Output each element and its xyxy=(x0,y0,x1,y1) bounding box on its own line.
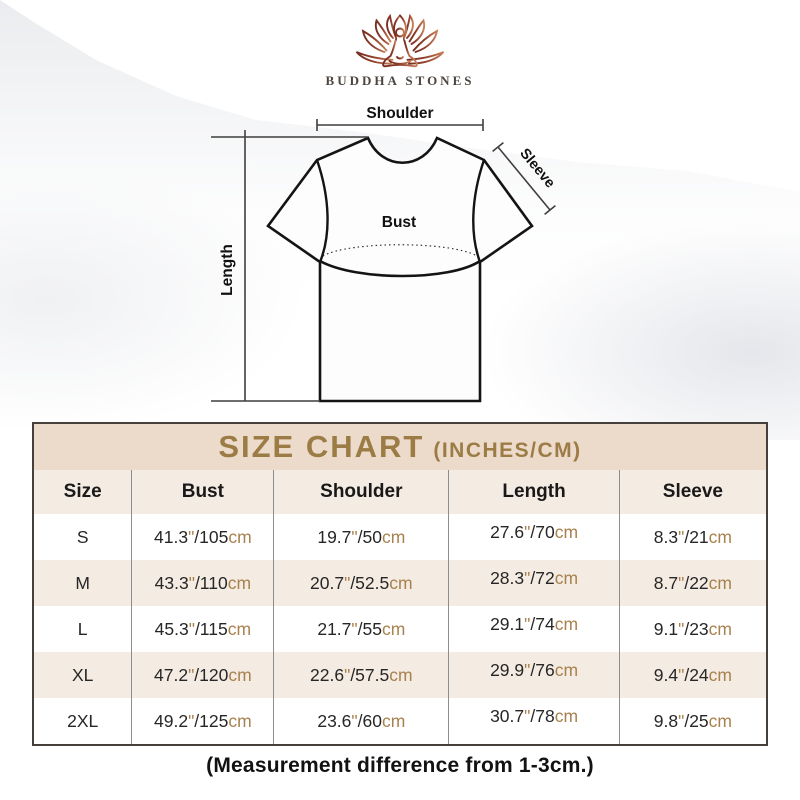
sleeve-measurement-cell: 9.8"/25cm xyxy=(618,698,766,744)
length-dimension-line xyxy=(211,130,368,402)
table-row: L 45.3"/115cm 21.7"/55cm 29.1"/74cm 9.1"/23c… xyxy=(34,606,766,652)
diagram-sleeve-label: Sleeve xyxy=(516,146,558,192)
tshirt-measurement-diagram: Shoulder Bust Length Sleeve xyxy=(211,105,558,403)
diagram-length-label: Length xyxy=(219,244,236,296)
length-measurement-cell: 30.7"/78cm xyxy=(448,698,619,744)
table-row: S 41.3"/105cm 19.7"/50cm 27.6"/70cm 8.3"/21c… xyxy=(34,514,766,560)
lotus-petals xyxy=(355,13,445,65)
diagram-shoulder-label: Shoulder xyxy=(366,105,433,122)
size-cell: L xyxy=(77,619,88,639)
background-wash xyxy=(0,170,300,430)
shoulder-measurement-cell: 19.7"/50cm xyxy=(273,514,448,560)
measurement-note: (Measurement difference from 1-3cm.) xyxy=(206,754,594,777)
right-armhole-seam xyxy=(472,159,486,263)
shoulder-dimension-line xyxy=(316,119,484,131)
table-row: 2XL 49.2"/125cm 23.6"/60cm 30.7"/78cm 9.8"/2… xyxy=(34,698,766,744)
sleeve-measurement-cell: 9.1"/23cm xyxy=(618,606,766,652)
shoulder-measurement-cell: 21.7"/55cm xyxy=(273,606,448,652)
column-header-length: Length xyxy=(448,470,619,514)
size-cell: 2XL xyxy=(67,711,99,731)
shoulder-measurement-cell: 23.6"/60cm xyxy=(273,698,448,744)
sleeve-measurement-cell: 8.3"/21cm xyxy=(618,514,766,560)
bust-solid-curve xyxy=(319,259,481,278)
length-measurement-cell: 29.1"/74cm xyxy=(448,606,619,652)
length-measurement-cell: 29.9"/76cm xyxy=(448,652,619,698)
column-header-bust: Bust xyxy=(131,470,273,514)
table-row: XL 47.2"/120cm 22.6"/57.5cm 29.9"/76cm 9.4"/… xyxy=(34,652,766,698)
meditating-figure xyxy=(382,14,418,68)
brand-name: BUDDHA STONES xyxy=(325,73,475,88)
size-cell: XL xyxy=(71,665,94,685)
size-chart-body: S 41.3"/105cm 19.7"/50cm 27.6"/70cm 8.3"/21c… xyxy=(34,514,766,744)
sleeve-dimension-line xyxy=(492,141,556,216)
size-cell: S xyxy=(76,527,89,547)
bust-measurement-cell: 47.2"/120cm xyxy=(131,652,273,698)
size-chart-header-row: Size Bust Shoulder Length Sleeve xyxy=(34,470,766,514)
shoulder-measurement-cell: 20.7"/52.5cm xyxy=(273,560,448,606)
table-row: M 43.3"/110cm 20.7"/52.5cm 28.3"/72cm 8.7"/2… xyxy=(34,560,766,606)
bust-measurement-cell: 49.2"/125cm xyxy=(131,698,273,744)
bust-measurement-cell: 45.3"/115cm xyxy=(131,606,273,652)
sleeve-measurement-cell: 8.7"/22cm xyxy=(618,560,766,606)
diagram-bust-label: Bust xyxy=(382,214,416,231)
size-chart-title: SIZE CHART (INCHES/CM) xyxy=(34,424,766,470)
size-chart-table: SIZE CHART (INCHES/CM) Size Bust Shoulder… xyxy=(32,422,768,746)
shoulder-measurement-cell: 22.6"/57.5cm xyxy=(273,652,448,698)
sleeve-measurement-cell: 9.4"/24cm xyxy=(618,652,766,698)
bust-measurement-cell: 43.3"/110cm xyxy=(131,560,273,606)
lotus-meditation-logo-icon xyxy=(355,13,445,68)
column-header-sleeve: Sleeve xyxy=(618,470,766,514)
size-chart-title-main: SIZE CHART xyxy=(218,429,425,464)
length-measurement-cell: 27.6"/70cm xyxy=(448,514,619,560)
background-wash xyxy=(480,220,800,440)
column-header-size: Size xyxy=(63,481,102,502)
column-header-shoulder: Shoulder xyxy=(273,470,448,514)
size-chart-title-units: (INCHES/CM) xyxy=(433,439,582,462)
size-cell: M xyxy=(75,573,90,593)
tshirt-outline xyxy=(266,136,534,403)
left-armhole-seam xyxy=(315,159,329,263)
bust-measurement-cell: 41.3"/105cm xyxy=(131,514,273,560)
length-measurement-cell: 28.3"/72cm xyxy=(448,560,619,606)
